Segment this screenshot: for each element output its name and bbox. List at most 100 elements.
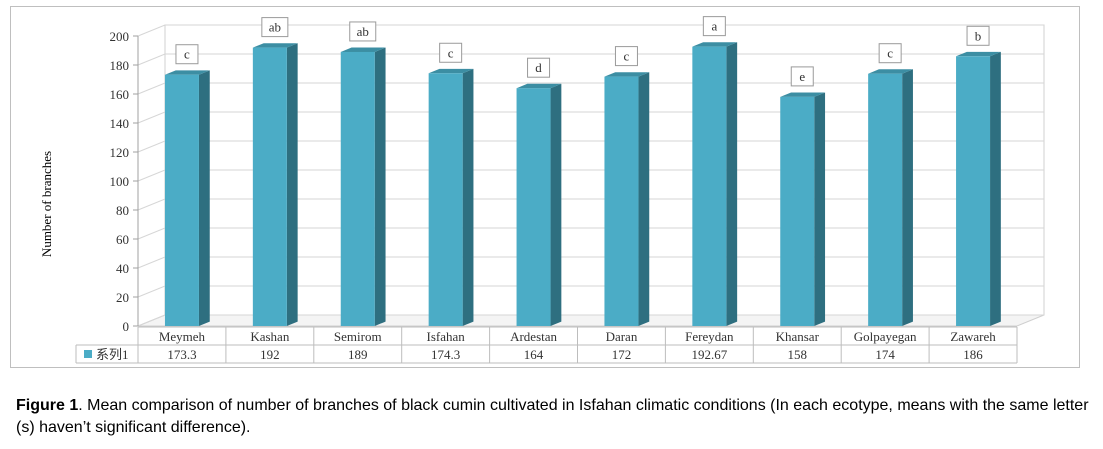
- bar-side: [198, 70, 210, 326]
- bar-front: [956, 56, 991, 327]
- category-label: Daran: [606, 329, 638, 344]
- bar-top: [164, 70, 210, 75]
- y-tick-label: 120: [110, 145, 130, 160]
- bar-side: [814, 92, 826, 326]
- bar-side: [550, 83, 562, 326]
- bar-side: [990, 51, 1001, 327]
- category-label: Meymeh: [159, 329, 206, 344]
- value-label: 172: [612, 347, 632, 362]
- significance-letter: e: [799, 69, 805, 84]
- bar-chart: 0 20 40 60 80 100 120 140 160 180 200 c ab ab c d c a e c b…: [39, 16, 1045, 364]
- y-tick-label: 160: [110, 87, 130, 102]
- category-label: Golpayegan: [854, 329, 917, 344]
- significance-box: [527, 57, 551, 78]
- bar-top: [692, 42, 738, 47]
- category-label: Fereydan: [685, 329, 734, 344]
- value-label: 192.67: [691, 347, 727, 362]
- y-tick-label: 40: [116, 261, 129, 276]
- bar: ab: [340, 21, 386, 327]
- bar: a: [692, 16, 738, 326]
- bars-layer: c ab ab c d c a e c b: [164, 16, 1001, 327]
- significance-letter: a: [711, 19, 717, 34]
- y-tick-label: 200: [110, 29, 130, 44]
- significance-letter: ab: [269, 20, 281, 35]
- bar-front: [340, 51, 375, 326]
- bar-side: [638, 72, 650, 326]
- bar-side: [902, 69, 913, 327]
- significance-box: [790, 66, 814, 87]
- caption-label: Figure 1: [16, 397, 79, 414]
- bar-top: [956, 51, 1001, 57]
- bar-front: [516, 88, 551, 326]
- bar-front: [164, 74, 199, 326]
- value-label: 174: [875, 347, 895, 362]
- bar-top: [340, 47, 386, 52]
- bar: c: [868, 43, 913, 327]
- significance-box: [175, 44, 199, 65]
- bar-top: [516, 83, 562, 89]
- value-label: 164: [524, 347, 544, 362]
- figure-caption: Figure 1. Mean comparison of number of b…: [16, 395, 1091, 439]
- bar: b: [956, 25, 1001, 327]
- bar-side: [286, 43, 298, 326]
- significance-box: [261, 17, 289, 38]
- gridline: [137, 24, 1044, 37]
- significance-box: [439, 42, 463, 63]
- bar: d: [516, 57, 562, 326]
- category-label: Ardestan: [510, 329, 557, 344]
- bar-front: [252, 47, 287, 326]
- significance-box: [614, 46, 638, 67]
- y-axis-ticks: 0 20 40 60 80 100 120 140 160 180 200: [110, 29, 139, 334]
- chart-frame: 0 20 40 60 80 100 120 140 160 180 200 c ab ab c d c a e c b…: [10, 6, 1080, 368]
- bar-front: [692, 46, 727, 326]
- value-label: 173.3: [167, 347, 196, 362]
- significance-letter: ab: [357, 24, 369, 39]
- bar: c: [428, 42, 474, 327]
- y-tick-label: 180: [110, 58, 130, 73]
- bar-front: [780, 96, 815, 327]
- bar-top: [780, 92, 826, 97]
- bar-front: [428, 73, 463, 326]
- bar-top: [252, 43, 298, 48]
- value-label: 186: [963, 347, 983, 362]
- data-table: Meymeh 173.3 Kashan 192 Semirom 189 Isfahan 174…: [75, 326, 1018, 364]
- significance-letter: c: [184, 47, 190, 62]
- value-label: 158: [788, 347, 808, 362]
- value-label: 192: [260, 347, 280, 362]
- significance-letter: d: [535, 60, 542, 75]
- bar-side: [374, 47, 386, 327]
- legend-series-name: 系列1: [96, 347, 129, 362]
- caption-text: . Mean comparison of number of branches …: [16, 397, 1089, 436]
- category-label: Khansar: [776, 329, 820, 344]
- significance-letter: c: [624, 49, 630, 64]
- value-label: 189: [348, 347, 368, 362]
- significance-letter: b: [975, 28, 982, 43]
- y-tick-label: 80: [116, 203, 129, 218]
- bar-side: [462, 68, 474, 327]
- bar: ab: [252, 17, 298, 326]
- gridline: [137, 53, 1044, 66]
- value-label: 174.3: [431, 347, 460, 362]
- legend-swatch: [84, 350, 92, 358]
- bar: c: [604, 46, 650, 326]
- significance-box: [966, 25, 990, 46]
- category-label: Isfahan: [427, 329, 466, 344]
- y-tick-label: 0: [123, 319, 130, 334]
- significance-letter: c: [887, 46, 893, 61]
- bar-front: [868, 73, 903, 326]
- significance-box: [702, 16, 726, 37]
- bar-top: [428, 68, 474, 74]
- bar-top: [868, 69, 913, 74]
- significance-letter: c: [448, 45, 454, 60]
- category-label: Semirom: [334, 329, 382, 344]
- y-tick-label: 140: [110, 116, 130, 131]
- bar-front: [604, 76, 639, 326]
- bar-top: [604, 72, 650, 77]
- y-tick-label: 20: [116, 290, 129, 305]
- y-tick-label: 60: [116, 232, 129, 247]
- significance-box: [878, 43, 902, 64]
- bar-side: [726, 42, 738, 326]
- significance-box: [349, 21, 377, 42]
- category-label: Kashan: [250, 329, 289, 344]
- bar: e: [780, 66, 826, 327]
